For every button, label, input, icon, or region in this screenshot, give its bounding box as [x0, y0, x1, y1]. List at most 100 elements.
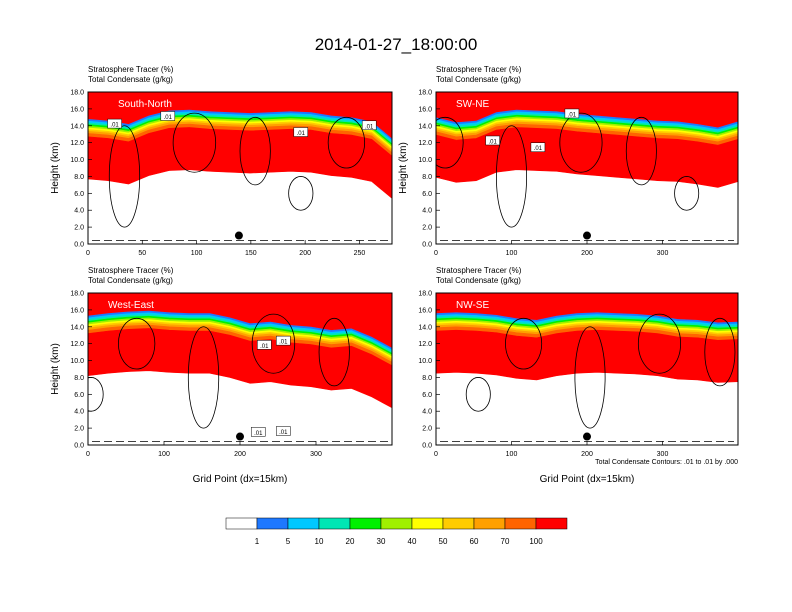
contour [327, 116, 366, 169]
colorbar-swatch [256, 517, 289, 530]
contour-label-box [257, 340, 272, 350]
colorbar-label: 5 [286, 537, 291, 546]
x-tick-label: 200 [581, 250, 593, 257]
y-tick-label: 2.0 [74, 426, 84, 433]
colorbar-label: 60 [470, 537, 479, 546]
direction-label: South-North [118, 99, 172, 110]
plot-area [88, 92, 392, 244]
contour [625, 116, 657, 186]
x-tick-label: 100 [506, 451, 518, 458]
tracer-band [436, 127, 738, 188]
y-tick-label: 14.0 [70, 123, 84, 130]
y-tick-label: 10.0 [418, 358, 432, 365]
contour-label-box [276, 335, 291, 346]
colorbar-swatch [411, 517, 444, 530]
location-marker [583, 231, 591, 240]
x-tick-label: 0 [434, 451, 438, 458]
tracer-stratosphere [436, 92, 738, 128]
y-tick-label: 10.0 [418, 157, 432, 164]
colorbar-swatch [287, 517, 320, 530]
condensate-contours [92, 112, 388, 242]
y-tick-label: 18.0 [418, 90, 432, 97]
y-tick-label: 0.0 [422, 443, 432, 450]
contour [704, 317, 736, 387]
y-tick-label: 14.0 [418, 123, 432, 130]
x-tick-label: 100 [506, 250, 518, 257]
colorbar-label: 40 [408, 537, 417, 546]
contour [637, 313, 682, 374]
panels: .01 .01 .01 .01 South-North Stratosphere Trac… [50, 65, 739, 485]
contour-label-box [250, 427, 266, 437]
y-tick-label: 6.0 [74, 392, 84, 399]
y-tick-label: 2.0 [422, 225, 432, 232]
y-tick-label: 8.0 [422, 174, 432, 181]
contour [674, 176, 700, 211]
contour-label: .01 [279, 430, 288, 436]
colorbar-label: 70 [501, 537, 510, 546]
y-tick-label: 18.0 [418, 291, 432, 298]
y-tick-label: 2.0 [74, 225, 84, 232]
colorbar-swatch [225, 517, 258, 530]
y-tick-label: 6.0 [422, 191, 432, 198]
contour-label: .01 [164, 115, 173, 121]
colorbar-swatch [349, 517, 382, 530]
contour-label: .01 [534, 146, 543, 152]
variable-label-2: Total Condensate (g/kg) [88, 276, 173, 285]
contour-label: .01 [110, 123, 119, 129]
contour-label-box [485, 135, 500, 146]
contour-label: .01 [365, 124, 374, 130]
x-tick-label: 0 [434, 250, 438, 257]
colorbar-label: 100 [529, 537, 543, 546]
x-tick-label: 150 [245, 250, 257, 257]
y-tick-label: 16.0 [70, 307, 84, 314]
colorbar: 1 5 10 20 30 40 50 60 70 100 [225, 517, 568, 546]
x-tick-label: 200 [581, 451, 593, 458]
panel-west-east: .01 .01 .01 .01 West-East Stratosphere Tracer… [50, 266, 393, 485]
y-axis-title: Height (km) [398, 142, 409, 194]
contour [505, 317, 543, 370]
variable-label-1: Stratosphere Tracer (%) [88, 65, 174, 74]
y-tick-label: 8.0 [422, 375, 432, 382]
contour [436, 116, 464, 169]
y-axis-title: Height (km) [50, 142, 61, 194]
x-tick-label: 300 [310, 451, 322, 458]
contour [251, 313, 296, 374]
contour-label: .01 [254, 431, 263, 437]
plot-frame [87, 91, 393, 245]
variable-label-2: Total Condensate (g/kg) [88, 75, 173, 84]
figure-title: 2014-01-27_18:00:00 [315, 35, 478, 54]
y-tick-label: 4.0 [74, 409, 84, 416]
tracer-bands [436, 92, 738, 188]
contour-label: .01 [279, 340, 288, 346]
y-tick-label: 0.0 [74, 242, 84, 249]
contour-label-box [107, 118, 122, 129]
y-tick-label: 14.0 [418, 324, 432, 331]
contour [559, 112, 603, 173]
y-tick-label: 18.0 [70, 90, 84, 97]
colorbar-swatch [380, 517, 413, 530]
y-tick-label: 0.0 [74, 443, 84, 450]
contour-label: .01 [488, 139, 497, 145]
colorbar-swatch [473, 517, 506, 530]
contour-label: .01 [260, 344, 269, 350]
y-tick-label: 14.0 [70, 324, 84, 331]
colorbar-swatch [318, 517, 351, 530]
x-tick-label: 250 [354, 250, 366, 257]
y-tick-label: 12.0 [70, 341, 84, 348]
contour [187, 326, 220, 429]
contour [108, 125, 141, 228]
tracer-band [436, 329, 738, 383]
tracer-band [88, 127, 392, 199]
tracer-stratosphere [88, 293, 392, 348]
direction-label: NW-SE [456, 300, 489, 311]
y-tick-label: 6.0 [74, 191, 84, 198]
y-axis-title: Height (km) [50, 343, 61, 395]
contour [495, 125, 527, 228]
location-marker [583, 432, 591, 441]
y-tick-label: 16.0 [418, 307, 432, 314]
x-tick-label: 0 [86, 250, 90, 257]
y-tick-label: 10.0 [70, 358, 84, 365]
colorbar-label: 50 [439, 537, 448, 546]
contour-label-box [160, 111, 176, 121]
